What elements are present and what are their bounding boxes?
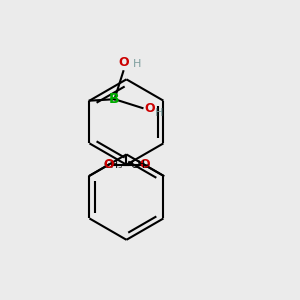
Text: O: O xyxy=(118,56,129,69)
Text: O: O xyxy=(103,158,114,171)
Text: H: H xyxy=(154,108,163,118)
Text: H: H xyxy=(133,59,142,69)
Text: O: O xyxy=(144,101,154,115)
Text: B: B xyxy=(109,92,120,106)
Text: CH₃: CH₃ xyxy=(131,160,150,170)
Text: CH₃: CH₃ xyxy=(103,160,122,170)
Text: O: O xyxy=(139,158,150,171)
